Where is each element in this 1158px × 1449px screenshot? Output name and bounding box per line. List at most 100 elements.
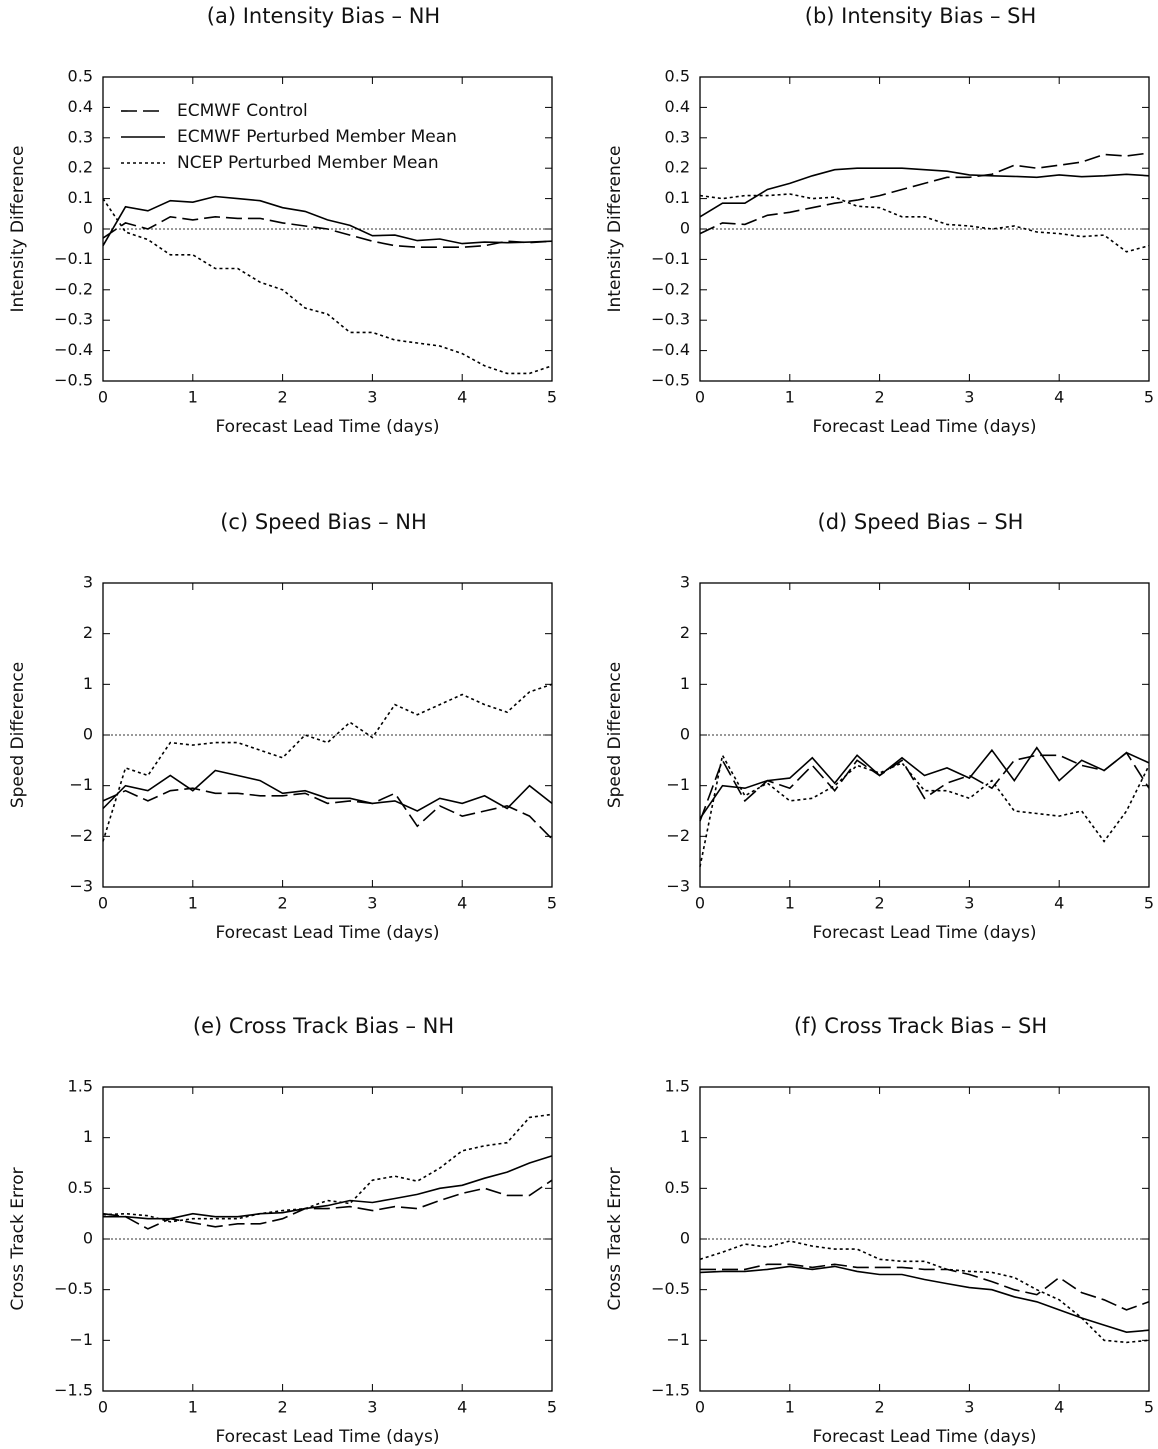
y-tick-label: −3 [69,877,93,896]
y-tick-label: 0.3 [665,127,690,146]
y-tick-label: −0.3 [54,310,93,329]
series-line [102,787,553,840]
x-tick-label: 3 [964,894,974,913]
x-tick-label: 4 [457,1398,467,1417]
y-axis-label: Intensity Difference [8,145,28,312]
x-axis-label: Forecast Lead Time (days) [216,1427,440,1447]
y-tick-label: 2 [680,623,690,642]
x-tick-label: 2 [875,388,885,407]
y-tick-label: −0.4 [54,340,93,359]
x-tick-label: 3 [964,1398,974,1417]
y-tick-label: 0.4 [665,97,690,116]
y-tick-label: 0.5 [665,67,690,86]
series-line [102,215,553,248]
y-tick-label: 0.5 [68,1178,93,1197]
series-line [102,1179,553,1230]
y-tick-label: −1 [69,775,93,794]
x-tick-label: 0 [695,894,705,913]
y-tick-label: 1 [83,674,93,693]
y-tick-label: 0.4 [68,97,93,116]
series-line [699,1265,1150,1334]
y-tick-label: 0.3 [68,127,93,146]
x-tick-label: 1 [785,894,795,913]
series-line [700,1263,1150,1311]
series-line [699,152,1150,235]
y-tick-label: 0.1 [665,188,690,207]
x-tick-label: 3 [964,388,974,407]
x-tick-label: 1 [785,1398,795,1417]
x-axis-label: Forecast Lead Time (days) [216,923,440,943]
x-tick-label: 0 [98,894,108,913]
y-tick-label: 0 [83,725,93,744]
x-tick-label: 4 [1054,388,1064,407]
y-tick-label: −0.2 [651,279,690,298]
legend-label: NCEP Perturbed Member Mean [177,153,439,173]
x-tick-label: 0 [695,1398,705,1417]
x-tick-label: 4 [457,388,467,407]
x-tick-label: 4 [1054,894,1064,913]
y-tick-label: 0 [83,219,93,238]
legend-label: ECMWF Control [177,101,308,121]
x-tick-label: 2 [875,1398,885,1417]
y-axis-label: Speed Difference [605,662,625,808]
panel-title: (e) Cross Track Bias – NH [193,1014,454,1038]
panel-title: (b) Intensity Bias – SH [805,4,1037,28]
series-line [102,683,553,842]
y-tick-label: 0 [680,725,690,744]
x-tick-label: 2 [278,1398,288,1417]
y-tick-label: −1 [666,775,690,794]
series-line [699,753,1150,867]
y-tick-label: 1.5 [68,1077,93,1096]
x-tick-label: 1 [785,388,795,407]
x-tick-label: 1 [188,388,198,407]
series-line [699,746,1150,820]
y-tick-label: −1.5 [54,1381,93,1400]
y-tick-label: 0 [83,1229,93,1248]
y-tick-label: −0.1 [651,249,690,268]
series-line [102,198,553,375]
y-tick-label: 0.2 [665,158,690,177]
x-tick-label: 0 [98,1398,108,1417]
panel-title: (f) Cross Track Bias – SH [794,1014,1047,1038]
x-tick-label: 5 [547,388,557,407]
series-line [102,195,553,247]
x-tick-label: 4 [457,894,467,913]
y-tick-label: 0 [680,219,690,238]
y-tick-label: −0.1 [54,249,93,268]
series-line [699,193,1150,253]
x-tick-label: 3 [367,388,377,407]
x-axis-label: Forecast Lead Time (days) [813,923,1037,943]
y-tick-label: 3 [83,573,93,592]
x-tick-label: 2 [278,894,288,913]
y-tick-label: −2 [666,826,690,845]
x-tick-label: 5 [547,894,557,913]
y-tick-label: 1 [83,1127,93,1146]
plot-frame [699,582,1150,888]
x-tick-label: 3 [367,1398,377,1417]
plot-frame [699,1086,1150,1392]
series-line [102,769,553,812]
y-tick-label: 0.5 [665,1178,690,1197]
y-tick-label: −0.5 [651,371,690,390]
plot-frame [102,76,553,382]
y-tick-label: −2 [69,826,93,845]
y-axis-label: Speed Difference [8,662,28,808]
plot-frame [699,76,1150,382]
y-tick-label: −1 [69,1330,93,1349]
x-tick-label: 1 [188,1398,198,1417]
x-tick-label: 5 [1144,1398,1154,1417]
y-tick-label: −3 [666,877,690,896]
y-axis-label: Cross Track Error [8,1167,28,1310]
plot-frame [102,582,553,888]
y-tick-label: 1 [680,674,690,693]
y-tick-label: −0.5 [54,1279,93,1298]
legend-label: ECMWF Perturbed Member Mean [177,127,457,147]
y-tick-label: −0.5 [651,1279,690,1298]
x-axis-label: Forecast Lead Time (days) [813,417,1037,437]
x-tick-label: 0 [98,388,108,407]
y-tick-label: 0.1 [68,188,93,207]
y-tick-label: −0.4 [651,340,690,359]
y-tick-label: 3 [680,573,690,592]
y-tick-label: 0.5 [68,67,93,86]
y-tick-label: 1.5 [665,1077,690,1096]
